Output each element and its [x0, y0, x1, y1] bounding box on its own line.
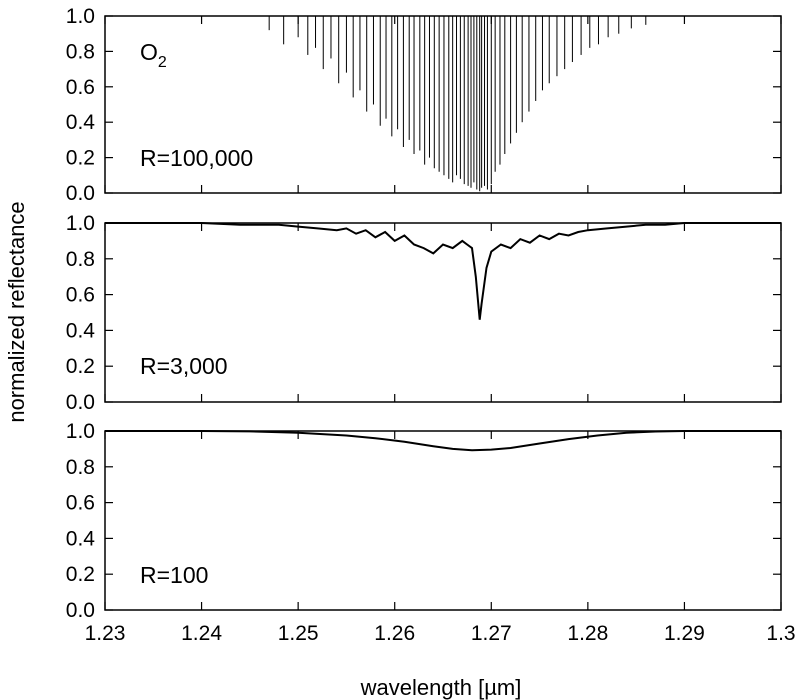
species-label-main: O	[140, 39, 158, 65]
x-tick-label: 1.25	[278, 622, 319, 645]
panel-frame	[104, 222, 782, 403]
y-tick-label: 0.8	[66, 248, 95, 271]
x-tick-label: 1.27	[471, 622, 512, 645]
panel-r100: 0.0 0.2 0.4 0.6 0.8 1.0 R=100	[66, 420, 782, 622]
y-tick-label: 1.0	[66, 5, 95, 28]
panel-r100000: 0.0 0.2 0.4 0.6 0.8 1.0 R=100,000	[66, 5, 782, 205]
y-tick-label: 1.0	[66, 212, 95, 235]
spectrum-curve	[105, 430, 781, 452]
resolution-label: R=100	[140, 562, 208, 588]
y-tick-label: 0.4	[66, 527, 96, 550]
y-tick-label: 0.6	[66, 76, 95, 99]
y-tick-label: 0.6	[66, 284, 95, 307]
y-tick-label: 0.2	[66, 147, 95, 170]
spectrum-curve	[105, 222, 781, 320]
species-label-subscript: 2	[158, 54, 167, 71]
y-tick-label: 0.0	[66, 182, 95, 205]
species-label: O2	[140, 39, 167, 71]
resolution-label: R=3,000	[140, 353, 228, 379]
y-tick-label: 0.0	[66, 391, 95, 414]
x-tick-label: 1.3	[766, 622, 795, 645]
y-axis-title: normalized reflectance	[4, 201, 29, 422]
x-tick-label: 1.28	[567, 622, 608, 645]
x-tick-label: 1.29	[664, 622, 705, 645]
y-tick-label: 0.0	[66, 599, 95, 622]
y-tick-label: 0.4	[66, 111, 96, 134]
y-tick-label: 0.2	[66, 563, 95, 586]
y-tick-label: 0.8	[66, 456, 95, 479]
y-tick-label: 0.8	[66, 40, 95, 63]
resolution-label: R=100,000	[140, 145, 253, 171]
x-tick-label: 1.26	[374, 622, 415, 645]
y-tick-label: 0.4	[66, 319, 96, 342]
y-tick-label: 0.2	[66, 355, 95, 378]
y-tick-label: 1.0	[66, 420, 95, 443]
x-tick-label: 1.24	[181, 622, 222, 645]
panel-r3000: 0.0 0.2 0.4 0.6 0.8 1.0 R=3,000	[66, 212, 782, 414]
x-axis-title: wavelength [µm]	[360, 675, 522, 700]
panel-frame	[104, 430, 782, 611]
absorption-lines	[105, 15, 781, 192]
y-tick-label: 0.6	[66, 492, 95, 515]
x-tick-label: 1.23	[85, 622, 126, 645]
x-tick-labels: 1.23 1.24 1.25 1.26 1.27 1.28 1.29 1.3	[85, 622, 796, 645]
